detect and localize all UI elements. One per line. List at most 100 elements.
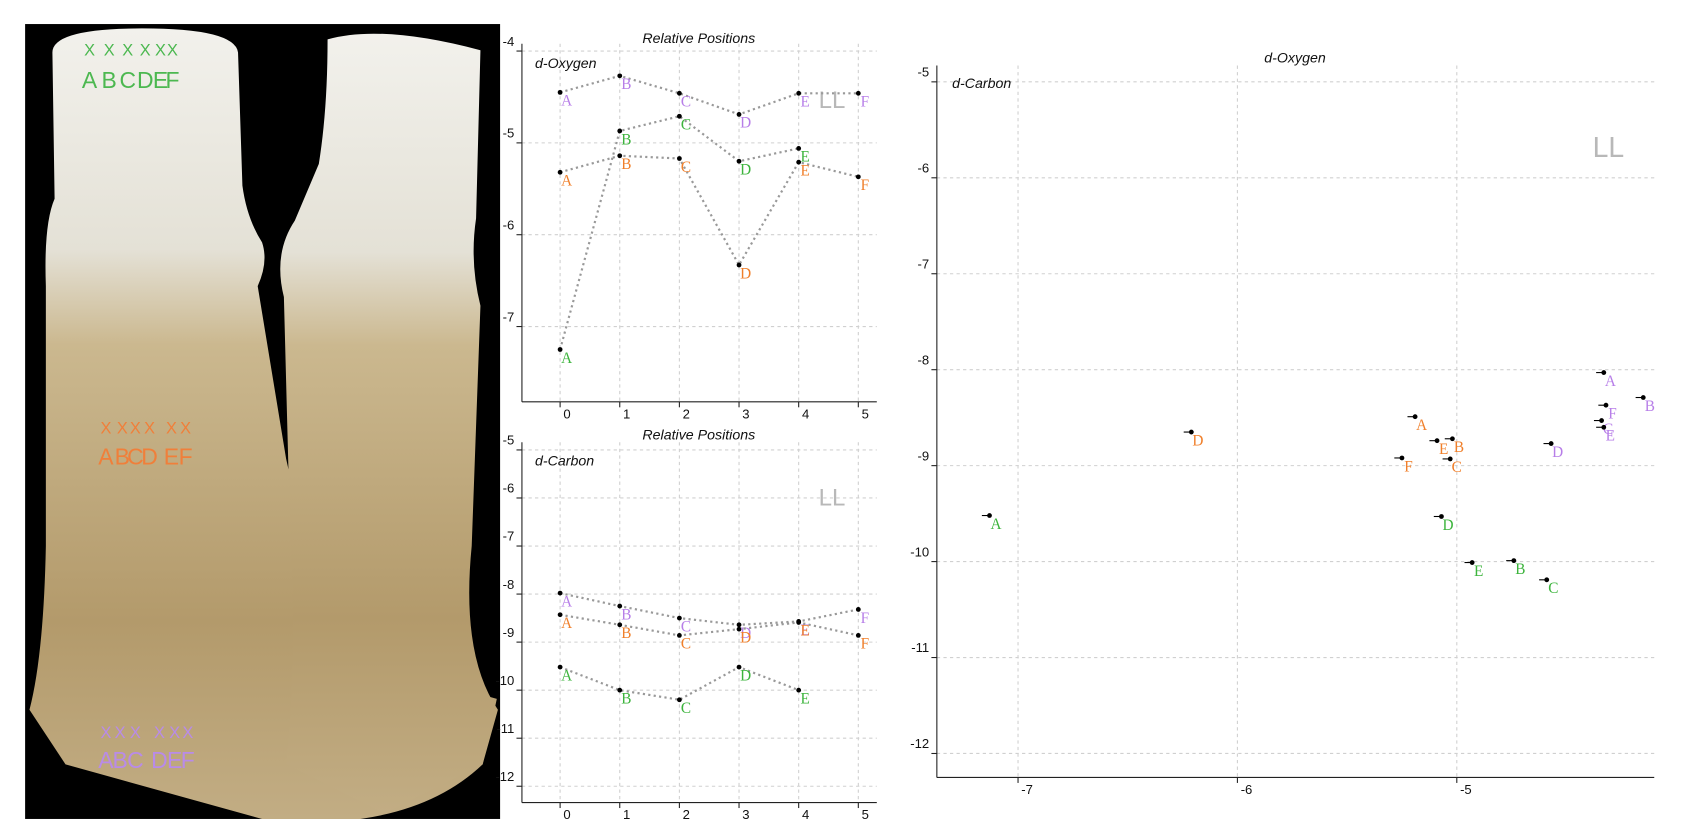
photo-marker: X (154, 724, 165, 742)
x-tick-label: 0 (563, 807, 570, 822)
photo-label: D (151, 747, 168, 773)
y-axis-label: d-Carbon (535, 454, 594, 470)
point-label: D (1192, 432, 1203, 449)
point-label: C (1603, 421, 1613, 438)
photo-label: C (127, 747, 144, 773)
point (855, 174, 861, 180)
point-label: F (1404, 458, 1413, 475)
point-label: E (1439, 441, 1448, 458)
x-tick-label: 3 (742, 406, 749, 421)
photo-marker: X (169, 724, 180, 742)
x-tick-label: -7 (1021, 782, 1033, 797)
point-label: F (861, 94, 870, 111)
point-label: D (740, 115, 751, 132)
y-axis-label: d-Carbon (952, 76, 1011, 92)
photo-marker: X (115, 724, 126, 742)
point-label: D (740, 625, 751, 642)
point-label: A (561, 350, 572, 367)
point (557, 664, 563, 670)
point (1599, 418, 1604, 423)
photo-marker: X (166, 419, 177, 437)
photo-marker: X (140, 42, 151, 60)
point (736, 262, 742, 268)
point (796, 159, 802, 165)
point (676, 156, 682, 161)
point-label: A (991, 516, 1002, 533)
point-label: E (801, 149, 810, 166)
point (676, 90, 682, 96)
point-label: D (740, 162, 751, 179)
point (796, 620, 802, 625)
photo-marker: X (100, 419, 111, 437)
point-label: A (1605, 373, 1616, 390)
point (736, 158, 742, 164)
point (855, 607, 861, 612)
y-axis-label: d-Oxygen (535, 56, 597, 72)
point (1640, 395, 1646, 400)
chart-title: d-Oxygen (1264, 51, 1326, 67)
photo-label: B (112, 747, 127, 773)
y-tick-label: -12 (910, 736, 929, 751)
annotation: LL (819, 87, 846, 114)
point (676, 697, 682, 703)
point-label: D (1442, 517, 1453, 534)
x-tick-label: 1 (623, 406, 630, 421)
y-tick-label: -9 (503, 625, 515, 640)
point (1601, 370, 1607, 375)
point-label: F (1608, 406, 1617, 423)
point (1469, 560, 1475, 565)
point (617, 73, 623, 79)
point-label: E (801, 690, 810, 707)
point-label: C (681, 159, 691, 176)
point (1434, 438, 1440, 444)
point (1188, 429, 1194, 435)
series-line (559, 592, 859, 626)
point-label: E (1606, 428, 1615, 445)
point (617, 603, 623, 609)
shell-left (29, 28, 497, 819)
point-label: C (681, 94, 691, 111)
point (736, 112, 742, 117)
point-label: C (1548, 580, 1558, 597)
x-tick-label: 4 (802, 807, 809, 822)
y-tick-label: -12 (495, 769, 514, 784)
series-line (559, 115, 799, 350)
photo-marker: X (130, 724, 141, 742)
point-label: B (621, 76, 631, 93)
point-label: B (621, 606, 631, 623)
point-label: B (1515, 561, 1525, 578)
point (676, 615, 682, 621)
point (1548, 441, 1554, 446)
point-label: C (681, 700, 691, 717)
photo-label: E (164, 444, 179, 470)
point-label: D (740, 629, 751, 646)
y-tick-label: -10 (910, 544, 929, 559)
x-tick-label: 3 (742, 807, 749, 822)
photo-label: C (127, 444, 144, 470)
photo-label: B (115, 444, 130, 470)
point-label: C (1452, 459, 1462, 476)
point-label: A (561, 667, 572, 684)
point-label: D (1552, 444, 1563, 461)
point-label: C (681, 117, 691, 134)
photo-marker: X (167, 42, 178, 60)
photo-marker: X (155, 42, 166, 60)
photo-marker: X (144, 419, 155, 437)
y-tick-label: -6 (503, 481, 515, 496)
point-label: A (561, 593, 572, 610)
point-label: A (561, 615, 572, 632)
y-tick-label: -8 (918, 352, 930, 367)
point (1399, 455, 1405, 461)
photo-label: B (102, 67, 117, 93)
x-tick-label: 2 (683, 406, 690, 421)
point (617, 153, 623, 159)
photo-label: D (141, 444, 158, 470)
series-line (559, 74, 859, 116)
point (796, 687, 802, 693)
photo-label: E (153, 67, 168, 93)
y-tick-label: -11 (496, 721, 514, 736)
photo-label: F (166, 67, 180, 93)
shell-right (280, 33, 498, 814)
photo-marker: X (84, 42, 95, 60)
point-label: E (801, 162, 810, 179)
